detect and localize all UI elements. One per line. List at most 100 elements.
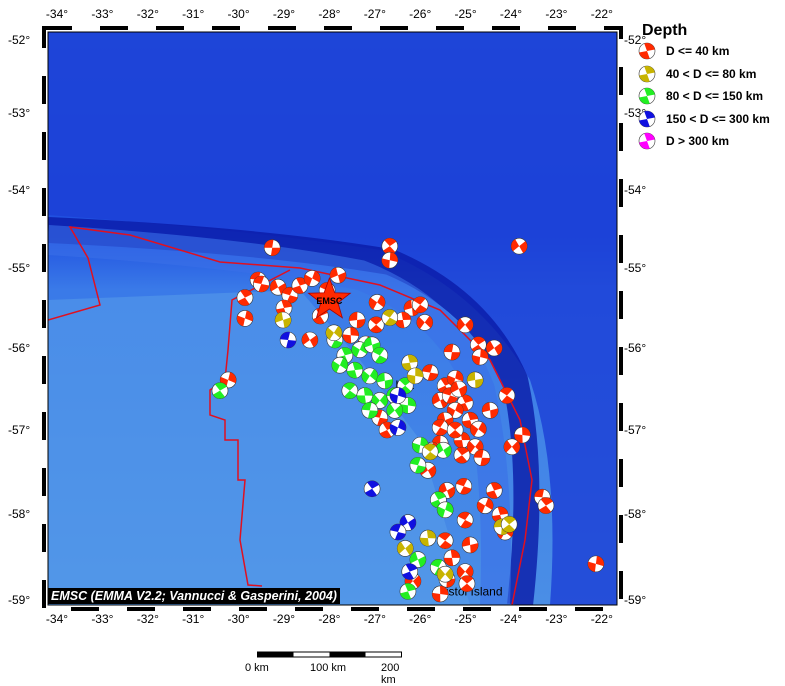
legend-label: D <= 40 km: [666, 44, 730, 59]
earthquake-mechanism[interactable]: [381, 309, 399, 326]
earthquake-mechanism[interactable]: [301, 331, 319, 349]
earthquake-mechanism[interactable]: [331, 356, 349, 374]
earthquake-mechanism[interactable]: [431, 585, 449, 603]
earthquake-mechanism[interactable]: [485, 339, 503, 357]
earthquake-mechanism[interactable]: [376, 372, 394, 390]
earthquake-mechanism[interactable]: [342, 326, 360, 344]
earthquake-mechanism[interactable]: [481, 402, 499, 419]
earthquake-mechanism[interactable]: [485, 482, 503, 499]
lat-tick-left: -59°: [8, 593, 30, 607]
earthquake-mechanism[interactable]: [470, 420, 487, 438]
earthquake-mechanism[interactable]: [446, 402, 464, 419]
lon-tick-bottom: -26°: [409, 612, 431, 626]
earthquake-mechanism[interactable]: [473, 449, 491, 467]
earthquake-mechanism[interactable]: [406, 367, 424, 385]
earthquake-mechanism[interactable]: [498, 387, 516, 404]
earthquake-mechanism[interactable]: [325, 324, 343, 342]
lat-tick-left: -58°: [8, 507, 30, 521]
lat-tick-left: -57°: [8, 423, 30, 437]
legend-item: 150 < D <= 300 km: [638, 108, 770, 131]
earthquake-mechanism[interactable]: [503, 438, 521, 456]
earthquake-mechanism[interactable]: [269, 278, 287, 296]
earthquake-mechanism[interactable]: [471, 348, 489, 366]
epicenter-star-icon[interactable]: [307, 276, 352, 319]
earthquake-mechanism[interactable]: [401, 563, 419, 580]
earthquake-mechanism[interactable]: [470, 336, 487, 354]
earthquake-mechanism[interactable]: [436, 501, 454, 519]
earthquake-mechanism[interactable]: [409, 551, 427, 568]
earthquake-mechanism[interactable]: [236, 310, 254, 327]
earthquake-mechanism[interactable]: [274, 311, 292, 329]
earthquake-mechanism[interactable]: [443, 343, 461, 361]
earthquake-mechanism[interactable]: [587, 555, 605, 573]
earthquake-mechanism[interactable]: [416, 314, 434, 331]
earthquake-mechanism[interactable]: [409, 456, 427, 474]
earthquake-mechanism[interactable]: [367, 316, 385, 334]
earthquake-mechanism[interactable]: [356, 387, 374, 404]
earthquake-mechanism[interactable]: [431, 419, 449, 436]
earthquake-mechanism[interactable]: [363, 480, 381, 498]
earthquake-mechanism[interactable]: [386, 402, 404, 419]
lon-tick-top: -27°: [364, 7, 386, 21]
lat-tick-left: -55°: [8, 261, 30, 275]
earthquake-mechanism[interactable]: [368, 294, 386, 311]
earthquake-mechanism[interactable]: [291, 277, 309, 294]
earthquake-mechanism[interactable]: [436, 532, 454, 549]
scale-label-200: 200 km: [381, 662, 400, 686]
earthquake-mechanism[interactable]: [446, 421, 464, 439]
earthquake-mechanism[interactable]: [348, 311, 366, 329]
earthquake-mechanism[interactable]: [381, 251, 399, 269]
earthquake-mechanism[interactable]: [252, 275, 270, 293]
earthquake-mechanism[interactable]: [411, 296, 429, 314]
earthquake-mechanism[interactable]: [421, 364, 439, 381]
earthquake-mechanism[interactable]: [399, 397, 417, 414]
earthquake-mechanism[interactable]: [500, 516, 518, 533]
earthquake-mechanism[interactable]: [211, 382, 229, 399]
earthquake-mechanism[interactable]: [453, 446, 471, 464]
earthquake-mechanism[interactable]: [421, 443, 439, 461]
earthquake-mechanism[interactable]: [456, 511, 474, 529]
earthquake-mechanism[interactable]: [399, 583, 417, 600]
earthquake-mechanism[interactable]: [443, 549, 461, 567]
lon-tick-bottom: -28°: [318, 612, 340, 626]
earthquake-mechanism[interactable]: [461, 536, 479, 554]
earthquake-mechanism[interactable]: [455, 477, 473, 495]
earthquake-mechanism[interactable]: [351, 341, 369, 358]
earthquake-mechanism[interactable]: [371, 392, 389, 409]
lon-tick-bottom: -24°: [500, 612, 522, 626]
earthquake-mechanism[interactable]: [279, 331, 297, 349]
scale-label-100: 100 km: [310, 662, 347, 674]
earthquake-mechanism[interactable]: [389, 523, 407, 541]
earthquake-mechanism[interactable]: [236, 289, 254, 306]
legend-item: D <= 40 km: [638, 40, 770, 63]
earthquake-mechanism[interactable]: [419, 529, 437, 547]
earthquake-mechanism[interactable]: [381, 237, 399, 255]
earthquake-mechanism[interactable]: [346, 361, 364, 379]
earthquake-mechanism[interactable]: [436, 565, 454, 583]
earthquake-mechanism[interactable]: [514, 426, 531, 444]
earthquake-mechanism[interactable]: [396, 540, 414, 557]
earthquake-mechanism[interactable]: [450, 380, 468, 398]
earthquake-mechanism[interactable]: [466, 371, 484, 389]
earthquake-mechanism[interactable]: [456, 316, 474, 334]
lon-tick-bottom: -32°: [137, 612, 159, 626]
earthquake-mechanism[interactable]: [476, 497, 494, 514]
scale-label-0: 0 km: [245, 662, 269, 674]
earthquake-mechanism[interactable]: [263, 239, 281, 257]
earthquake-mechanism[interactable]: [389, 419, 407, 436]
earthquake-mechanism[interactable]: [361, 402, 379, 419]
earthquake-mechanism[interactable]: [329, 266, 347, 284]
earthquake-mechanism[interactable]: [510, 237, 528, 255]
earthquake-mechanism[interactable]: [303, 270, 321, 287]
earthquake-mechanism[interactable]: [361, 367, 379, 385]
earthquake-mechanism[interactable]: [389, 387, 407, 404]
earthquake-mechanism[interactable]: [537, 497, 555, 514]
earthquake-mechanism[interactable]: [341, 382, 359, 399]
earthquake-mechanism[interactable]: [458, 575, 476, 592]
lon-tick-top: -34°: [46, 7, 68, 21]
earthquake-mechanism[interactable]: [371, 347, 389, 364]
beachball-icon: [638, 87, 656, 105]
earthquake-mechanism[interactable]: [435, 441, 452, 459]
legend-label: 40 < D <= 80 km: [666, 66, 757, 81]
earthquake-mechanism[interactable]: [456, 563, 474, 580]
